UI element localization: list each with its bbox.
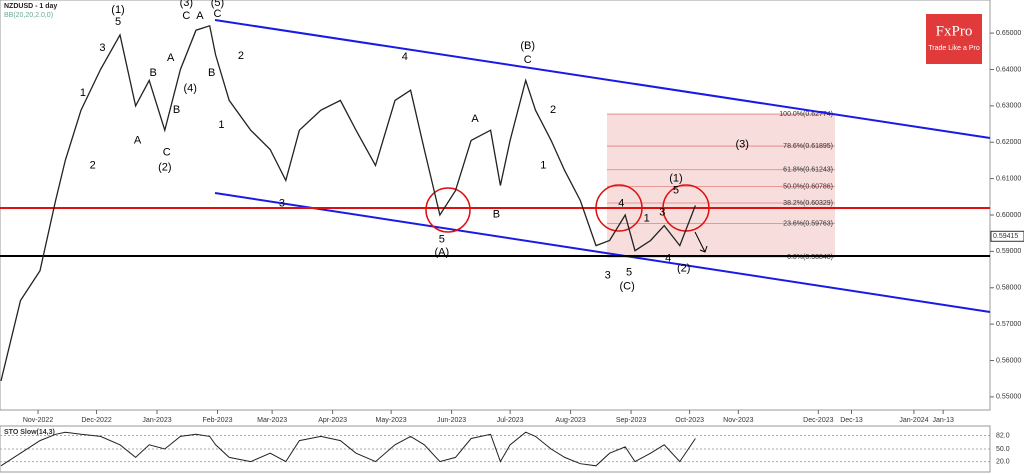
x-tick-label: Feb-2023 — [203, 417, 233, 424]
oscillator-line — [0, 431, 696, 467]
x-tick-label: Dec-13 — [840, 417, 863, 424]
y-tick-label: 0.56000 — [996, 357, 1021, 364]
x-tick-label: Jun-2023 — [437, 417, 466, 424]
y-tick-label: 0.61000 — [996, 175, 1021, 182]
x-tick-label: Sep-2023 — [616, 417, 646, 424]
wave-label: 4 — [618, 197, 624, 209]
wave-label: 4 — [402, 51, 408, 63]
wave-label: (1) — [669, 173, 682, 185]
highlight-circle — [595, 184, 643, 232]
fib-label: 38.2%(0.60329) — [783, 200, 833, 207]
wave-label: (3) — [180, 0, 193, 9]
wave-label: 2 — [550, 104, 556, 116]
price-tag — [990, 230, 1024, 242]
wave-label: C — [182, 10, 190, 22]
wave-label: 3 — [659, 206, 665, 218]
wave-label: B — [208, 67, 215, 79]
wave-label: 2 — [90, 159, 96, 171]
fib-label: 100.0%(0.62774) — [779, 111, 833, 118]
fib-label: 78.6%(0.61895) — [783, 143, 833, 150]
oscillator-title: STO Slow(14,3) — [4, 429, 55, 436]
logo-tagline: Trade Like a Pro — [928, 45, 980, 52]
wave-label: 3 — [605, 270, 611, 282]
y-tick-label: 0.60000 — [996, 212, 1021, 219]
wave-label: A — [167, 52, 175, 64]
wave-label: 1 — [644, 213, 650, 225]
osc-tick-label: 20.0 — [996, 458, 1010, 465]
x-tick-label: Dec-2023 — [803, 417, 833, 424]
osc-tick-label: 50.0 — [996, 446, 1010, 453]
chart-title: NZDUSD - 1 day — [4, 3, 57, 10]
wave-label: 1 — [80, 87, 86, 99]
fib-label: 0.0%(0.58848) — [787, 254, 833, 261]
wave-label: 2 — [238, 50, 244, 62]
wave-label: (2) — [158, 161, 171, 173]
fib-area — [607, 114, 835, 257]
highlight-circle — [425, 187, 471, 233]
wave-label: 4 — [665, 253, 671, 265]
y-tick-label: 0.64000 — [996, 66, 1021, 73]
wave-label: 5 — [439, 233, 445, 245]
x-tick-label: Jan-13 — [932, 417, 954, 424]
wave-label: (A) — [435, 246, 450, 258]
x-tick-label: Dec-2022 — [81, 417, 111, 424]
wave-label: 5 — [673, 185, 679, 197]
price-tag-label: 0.59415 — [993, 233, 1018, 240]
x-tick-label: Oct-2023 — [675, 417, 704, 424]
indicator-label: BB(20,20,2.0,0) — [4, 12, 53, 19]
x-tick-label: Apr-2023 — [318, 417, 347, 424]
wave-label: (2) — [677, 262, 690, 274]
x-tick-label: Jan-2024 — [899, 417, 928, 424]
wave-label: 1 — [540, 159, 546, 171]
wave-label: 5 — [626, 266, 632, 278]
y-tick-label: 0.58000 — [996, 285, 1021, 292]
wave-label: (C) — [620, 281, 635, 293]
x-tick-label: Jul-2023 — [497, 417, 524, 424]
wave-label: (B) — [520, 40, 535, 52]
x-tick-label: Nov-2023 — [723, 417, 753, 424]
wave-label: (3) — [736, 138, 749, 150]
y-tick-label: 0.57000 — [996, 321, 1021, 328]
channel-upper — [214, 19, 991, 139]
arrow — [694, 231, 708, 253]
y-tick-label: 0.65000 — [996, 30, 1021, 37]
wave-label: (4) — [183, 82, 196, 94]
wave-label: (5) — [211, 0, 224, 9]
x-tick-label: Aug-2023 — [555, 417, 585, 424]
fib-label: 23.6%(0.59763) — [783, 220, 833, 227]
fib-zone: 100.0%(0.62774) 78.6%(0.61895) 61.8%(0.612… — [607, 111, 835, 261]
wave-label: C — [163, 146, 171, 158]
x-tick-label: Mar-2023 — [257, 417, 287, 424]
x-tick-label: May-2023 — [376, 417, 407, 424]
wave-label: A — [134, 134, 142, 146]
plot-frame — [0, 0, 991, 411]
wave-label: 3 — [279, 197, 285, 209]
wave-label: C — [214, 8, 222, 20]
logo-name: FxPro — [936, 23, 973, 39]
wave-label: B — [149, 67, 156, 79]
fib-label: 61.8%(0.61243) — [783, 167, 833, 174]
wave-label: 1 — [218, 119, 224, 131]
wave-label: 5 — [115, 16, 121, 28]
wave-label: B — [493, 209, 500, 221]
y-tick-label: 0.59000 — [996, 248, 1021, 255]
y-tick-label: 0.55000 — [996, 394, 1021, 401]
wave-label: B — [173, 104, 180, 116]
x-tick-label: Nov-2022 — [23, 417, 53, 424]
wave-label: 3 — [99, 42, 105, 54]
logo — [926, 14, 982, 64]
x-tick-label: Jan-2023 — [142, 417, 171, 424]
price-line — [0, 24, 697, 382]
wave-label: A — [471, 113, 479, 125]
wave-label: (1) — [111, 4, 124, 16]
wave-label: A — [196, 10, 204, 22]
fib-label: 50.0%(0.60786) — [783, 183, 833, 190]
y-tick-label: 0.63000 — [996, 103, 1021, 110]
osc-tick-label: 82.0 — [996, 432, 1010, 439]
channel-lower — [214, 192, 991, 313]
wave-label: C — [524, 54, 532, 66]
y-tick-label: 0.62000 — [996, 139, 1021, 146]
